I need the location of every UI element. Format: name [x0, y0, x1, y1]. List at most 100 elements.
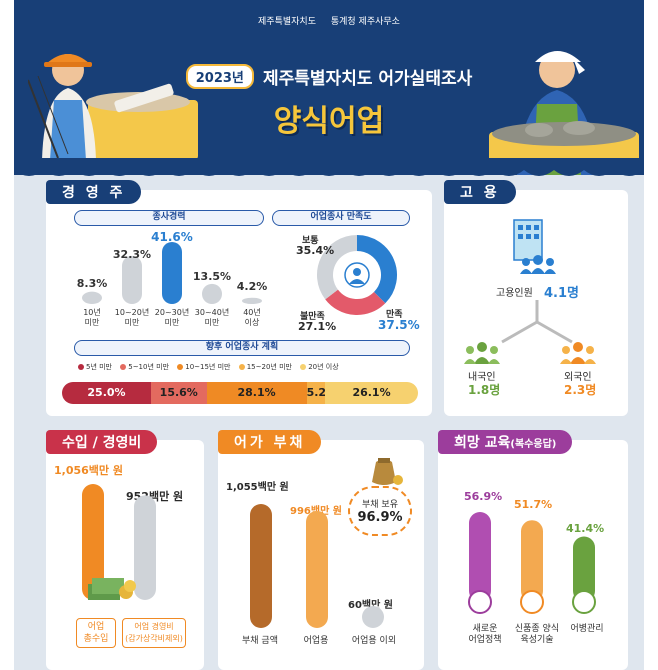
- satisfied-slice: [356, 235, 397, 304]
- education-tab-note: (복수응답): [510, 439, 557, 450]
- plan-legend: 5년 미만 5~10년 미만 10~15년 미만 15~20년 미만 20년 이…: [78, 362, 345, 372]
- career-value-2: 41.6%: [151, 230, 193, 244]
- income-revenue-label-line1: 어업: [87, 622, 105, 632]
- plan-segment-2: 28.1%: [206, 382, 307, 404]
- career-label-2-line2: 미만: [164, 318, 180, 327]
- education-chart: [468, 512, 596, 614]
- education-value-1: 51.7%: [514, 498, 553, 511]
- domestic-label: 내국인: [468, 372, 496, 383]
- fish-icon: [520, 590, 544, 614]
- satisfaction-unsatisfied-value: 27.1%: [298, 320, 337, 333]
- legend-label-2: 10~15년 미만: [185, 363, 231, 371]
- foreign-workers-icon: [560, 342, 596, 364]
- title-row: 2023년 제주특별자치도 어가실태조사: [14, 64, 644, 89]
- education-label-1: 신품종 양식 육성기술: [502, 624, 572, 646]
- debt-chart: [250, 504, 384, 628]
- legend-label-1: 5~10년 미만: [128, 363, 170, 371]
- policy-icon: [468, 590, 492, 614]
- foreign-value: 2.3명: [564, 383, 597, 397]
- career-bar-4: [242, 297, 262, 304]
- building-workers-icon: [513, 219, 556, 274]
- employment-total-value: 4.1명: [544, 286, 579, 301]
- education-bar-2: [573, 536, 595, 602]
- satisfaction-satisfied-label: 만족: [386, 310, 403, 320]
- foreign-label: 외국인: [564, 372, 592, 383]
- career-label-2-line1: 20~30년: [154, 308, 190, 317]
- infographic-canvas: 제주특별자치도 통계청 제주사무소 2023년 제주특별자치도 어가실태조사 양…: [14, 0, 644, 670]
- legend-label-4: 20년 이상: [308, 363, 339, 371]
- income-revenue-label: 어업 총수입: [76, 618, 116, 648]
- education-label-1-line1: 신품종 양식: [514, 624, 560, 634]
- satisfaction-donut: [317, 235, 397, 315]
- career-label-1-line1: 10~20년: [114, 308, 150, 317]
- legend-item-0: 5년 미만: [78, 363, 112, 371]
- career-value-0: 8.3%: [76, 277, 108, 290]
- debt-label-1: 어업용: [303, 636, 329, 646]
- satisfaction-normal-value: 35.4%: [296, 244, 335, 257]
- debt-total-value: 1,055백만 원: [226, 482, 289, 493]
- career-label-1: 10~20년 미만: [110, 308, 154, 328]
- education-label-2: 어병관리: [560, 624, 614, 635]
- plan-pill: 향후 어업종사 계획: [74, 340, 410, 356]
- debt-bar-2: [362, 606, 384, 628]
- statistics-logo: 통계청 제주사무소: [330, 17, 400, 27]
- fisherwoman-illustration: [489, 51, 639, 175]
- career-chart: [82, 242, 262, 304]
- header-wave-divider: [14, 158, 644, 176]
- income-revenue-value: 1,056백만 원: [54, 464, 123, 477]
- header-banner: 제주특별자치도 통계청 제주사무소 2023년 제주특별자치도 어가실태조사 양…: [14, 0, 644, 175]
- plan-segment-3: 5.2%: [306, 382, 337, 404]
- legend-item-4: 20년 이상: [300, 363, 339, 371]
- plan-segment-4: 26.1%: [325, 382, 418, 404]
- income-expense-label: 어업 경영비 (감가상각비제외): [122, 618, 186, 648]
- page-title: 제주특별자치도 어가실태조사: [263, 69, 473, 89]
- career-pill: 종사경력: [74, 210, 264, 226]
- income-expense-label-line2: (감가상각비제외): [125, 634, 183, 643]
- debt-bar-1: [306, 510, 328, 628]
- satisfaction-pill: 어업종사 만족도: [272, 210, 410, 226]
- career-label-3: 30~40년 미만: [190, 308, 234, 328]
- plan-segment-0: 25.0%: [62, 382, 151, 404]
- employment-tab: 고 용: [444, 180, 516, 204]
- career-label-4-line1: 40년: [243, 308, 261, 317]
- career-label-4: 40년 이상: [230, 308, 274, 328]
- career-label-2: 20~30년 미만: [150, 308, 194, 328]
- legend-item-3: 15~20년 미만: [238, 363, 292, 371]
- employment-branch-lines: [501, 300, 573, 344]
- income-bar-0: [82, 484, 104, 600]
- education-label-2-line1: 어병관리: [570, 624, 604, 634]
- career-value-4: 4.2%: [236, 280, 268, 293]
- jeju-logo: 제주특별자치도: [258, 17, 316, 27]
- debt-label-2: 어업용 이외: [351, 636, 397, 646]
- debt-other-value: 60백만 원: [348, 600, 393, 611]
- education-value-2: 41.4%: [566, 522, 605, 535]
- year-badge: 2023년: [185, 64, 254, 89]
- money-bag-icon: [372, 458, 403, 485]
- debt-holding-label: 부채 보유: [362, 500, 398, 510]
- employment-total-label: 고용인원: [496, 288, 533, 299]
- satisfaction-satisfied-value: 37.5%: [378, 318, 420, 332]
- domestic-workers-icon: [464, 342, 500, 364]
- career-label-3-line2: 미만: [204, 318, 220, 327]
- education-label-0: 새로운 어업정책: [458, 624, 512, 646]
- debt-label-0: 부채 금액: [242, 636, 278, 646]
- career-label-4-line2: 이상: [244, 318, 260, 327]
- legend-label-0: 5년 미만: [86, 363, 112, 371]
- syringe-icon: [572, 590, 596, 614]
- fisherman-illustration: [28, 54, 198, 160]
- education-label-0-line1: 새로운: [472, 624, 498, 634]
- education-tab-label: 희망 교육: [454, 435, 511, 451]
- satisfaction-unsatisfied-label: 불만족: [300, 312, 325, 322]
- career-value-1: 32.3%: [112, 248, 152, 261]
- career-label-3-line1: 30~40년: [194, 308, 230, 317]
- career-value-3: 13.5%: [192, 270, 232, 283]
- income-tab: 수입 / 경영비: [46, 430, 158, 454]
- career-bar-3: [202, 283, 222, 304]
- education-tab: 희망 교육(복수응답): [438, 430, 573, 454]
- unsatisfied-slice: [325, 289, 386, 315]
- satisfaction-normal-label: 보통: [302, 236, 319, 246]
- management-card: 경 영 주: [46, 180, 432, 416]
- income-chart: [82, 484, 156, 600]
- career-bar-0: [82, 291, 102, 304]
